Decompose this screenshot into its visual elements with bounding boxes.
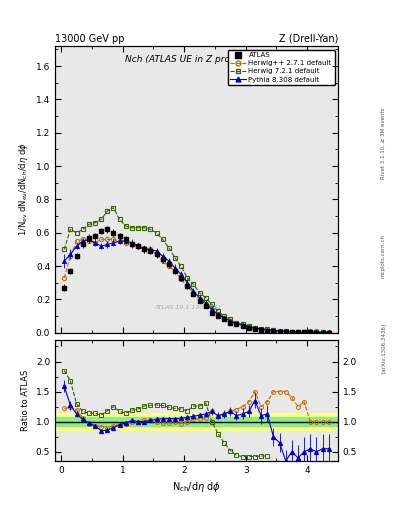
Legend: ATLAS, Herwig++ 2.7.1 default, Herwig 7.2.1 default, Pythia 8.308 default: ATLAS, Herwig++ 2.7.1 default, Herwig 7.… xyxy=(228,50,334,86)
X-axis label: N$_\mathregular{ch}$/d$\eta$ d$\phi$: N$_\mathregular{ch}$/d$\eta$ d$\phi$ xyxy=(172,480,221,494)
Text: Rivet 3.1.10, ≥ 3M events: Rivet 3.1.10, ≥ 3M events xyxy=(381,108,386,179)
Text: mcplots.cern.ch: mcplots.cern.ch xyxy=(381,234,386,278)
Text: Nch (ATLAS UE in Z production): Nch (ATLAS UE in Z production) xyxy=(125,55,268,63)
Y-axis label: Ratio to ATLAS: Ratio to ATLAS xyxy=(21,370,30,431)
Text: [arXiv:1306.3436]: [arXiv:1306.3436] xyxy=(381,323,386,373)
Text: ATLAS 19.1 1306.531: ATLAS 19.1 1306.531 xyxy=(154,305,222,310)
Text: 13000 GeV pp: 13000 GeV pp xyxy=(55,33,125,44)
Text: Z (Drell-Yan): Z (Drell-Yan) xyxy=(279,33,338,44)
Y-axis label: 1/N$_\mathregular{ev}$ dN$_\mathregular{ev}$/dN$_\mathregular{ch}$/d$\eta$ d$\ph: 1/N$_\mathregular{ev}$ dN$_\mathregular{… xyxy=(17,142,30,237)
